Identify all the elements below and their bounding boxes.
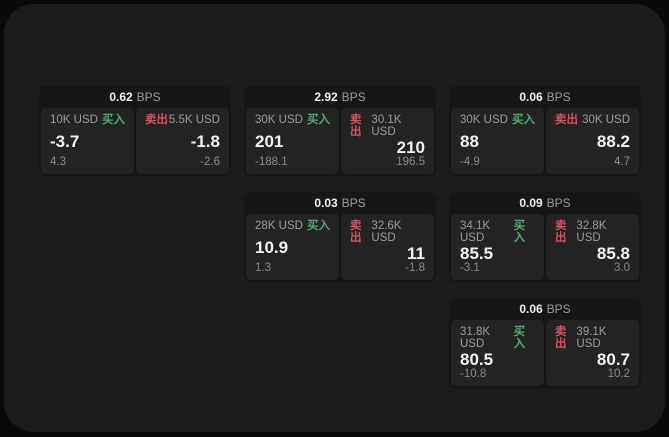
bps-suffix-label: BPS (136, 90, 161, 104)
buy-sub-value: -4.9 (460, 155, 480, 168)
quote-card: 0.03 BPS 28K USD 买入 10.9 1.3 卖出 32.6K US… (244, 192, 436, 282)
sell-pane[interactable]: 卖出 32.6K USD 11 -1.8 (341, 214, 434, 280)
sell-sub-value: -2.6 (200, 155, 220, 168)
sell-price: -1.8 (190, 132, 220, 151)
sell-price: 210 (396, 137, 425, 157)
buy-pane[interactable]: 28K USD 买入 10.9 1.3 (246, 214, 339, 280)
sell-price: 80.7 (596, 349, 630, 369)
quote-card: 0.06 BPS 30K USD 买入 88 -4.9 卖出 30K USD (449, 86, 641, 176)
card-body: 30K USD 买入 201 -188.1 卖出 30.1K USD 210 1… (246, 108, 434, 174)
bps-suffix-label: BPS (546, 196, 571, 210)
buy-pane[interactable]: 30K USD 买入 201 -188.1 (246, 108, 339, 174)
sell-pane[interactable]: 卖出 5.5K USD -1.8 -2.6 (136, 108, 229, 174)
quote-card: 2.92 BPS 30K USD 买入 201 -188.1 卖出 30.1K … (244, 86, 436, 176)
sell-price: 85.8 (596, 243, 630, 263)
sell-amount: 30K USD (582, 114, 630, 126)
card-body: 34.1K USD 买入 85.5 -3.1 卖出 32.8K USD 85.8… (451, 214, 639, 280)
bps-suffix-label: BPS (341, 90, 366, 104)
quote-cards-grid: 0.62 BPS 10K USD 买入 -3.7 4.3 卖出 5.5K USD (39, 86, 641, 388)
buy-price: -3.7 (50, 132, 80, 151)
sell-label[interactable]: 卖出 (350, 114, 362, 138)
buy-label[interactable]: 买入 (307, 114, 330, 126)
buy-sub-value: -188.1 (255, 155, 288, 168)
bps-suffix-label: BPS (546, 302, 571, 316)
sell-price: 88.2 (596, 132, 630, 151)
buy-sub-value: 1.3 (255, 261, 271, 274)
buy-amount: 28K USD (255, 220, 303, 232)
buy-pane[interactable]: 31.8K USD 买入 80.5 -10.8 (451, 320, 544, 386)
card-body: 31.8K USD 买入 80.5 -10.8 卖出 39.1K USD 80.… (451, 320, 639, 386)
sell-sub-value: 10.2 (607, 367, 630, 380)
buy-amount: 10K USD (50, 114, 98, 126)
buy-label[interactable]: 买入 (307, 220, 330, 232)
bps-suffix-label: BPS (341, 196, 366, 210)
sell-sub-value: 196.5 (396, 155, 425, 168)
quote-card: 0.09 BPS 34.1K USD 买入 85.5 -3.1 卖出 32.8K… (449, 192, 641, 282)
card-body: 28K USD 买入 10.9 1.3 卖出 32.6K USD 11 -1.8 (246, 214, 434, 280)
buy-label[interactable]: 买入 (513, 220, 526, 244)
card-header: 0.06 BPS (451, 298, 639, 320)
sell-label[interactable]: 卖出 (555, 114, 578, 126)
sell-pane[interactable]: 卖出 30K USD 88.2 4.7 (546, 108, 639, 174)
quote-card: 0.62 BPS 10K USD 买入 -3.7 4.3 卖出 5.5K USD (39, 86, 231, 176)
sell-price: 11 (407, 243, 425, 263)
buy-amount: 30K USD (460, 114, 508, 126)
buy-pane[interactable]: 30K USD 买入 88 -4.9 (451, 108, 544, 174)
bps-suffix-label: BPS (546, 90, 571, 104)
buy-pane[interactable]: 34.1K USD 买入 85.5 -3.1 (451, 214, 544, 280)
buy-price: 201 (255, 132, 284, 151)
card-header: 0.09 BPS (451, 192, 639, 214)
bps-value: 2.92 (314, 90, 338, 104)
sell-label[interactable]: 卖出 (350, 220, 362, 244)
sell-label[interactable]: 卖出 (555, 220, 567, 244)
sell-label[interactable]: 卖出 (145, 114, 168, 126)
bps-value: 0.06 (519, 302, 543, 316)
sell-amount: 32.6K USD (371, 220, 402, 244)
buy-price: 10.9 (255, 238, 289, 257)
buy-price: 88 (460, 132, 479, 151)
sell-amount: 32.8K USD (576, 220, 607, 244)
buy-pane[interactable]: 10K USD 买入 -3.7 4.3 (41, 108, 134, 174)
buy-amount: 30K USD (255, 114, 303, 126)
bps-value: 0.03 (314, 196, 338, 210)
buy-sub-value: -10.8 (460, 367, 487, 380)
card-body: 30K USD 买入 88 -4.9 卖出 30K USD 88.2 4.7 (451, 108, 639, 174)
buy-amount: 31.8K USD (460, 326, 491, 350)
buy-amount: 34.1K USD (460, 220, 491, 244)
card-header: 0.62 BPS (41, 86, 229, 108)
sell-pane[interactable]: 卖出 30.1K USD 210 196.5 (341, 108, 434, 174)
bps-value: 0.09 (519, 196, 543, 210)
card-header: 2.92 BPS (246, 86, 434, 108)
buy-label[interactable]: 买入 (512, 114, 535, 126)
buy-price: 80.5 (460, 349, 494, 369)
sell-pane[interactable]: 卖出 39.1K USD 80.7 10.2 (546, 320, 639, 386)
bps-value: 0.62 (109, 90, 133, 104)
buy-label[interactable]: 买入 (102, 114, 125, 126)
buy-label[interactable]: 买入 (513, 326, 526, 350)
sell-amount: 5.5K USD (168, 114, 220, 126)
main-panel: 0.62 BPS 10K USD 买入 -3.7 4.3 卖出 5.5K USD (4, 4, 665, 432)
quote-card: 0.06 BPS 31.8K USD 买入 80.5 -10.8 卖出 39.1… (449, 298, 641, 388)
bps-value: 0.06 (519, 90, 543, 104)
sell-amount: 30.1K USD (371, 114, 402, 138)
card-header: 0.06 BPS (451, 86, 639, 108)
sell-label[interactable]: 卖出 (555, 326, 567, 350)
sell-sub-value: -1.8 (405, 261, 425, 274)
sell-sub-value: 3.0 (614, 261, 630, 274)
sell-pane[interactable]: 卖出 32.8K USD 85.8 3.0 (546, 214, 639, 280)
sell-sub-value: 4.7 (614, 155, 630, 168)
card-body: 10K USD 买入 -3.7 4.3 卖出 5.5K USD -1.8 -2.… (41, 108, 229, 174)
card-header: 0.03 BPS (246, 192, 434, 214)
sell-amount: 39.1K USD (576, 326, 607, 350)
buy-sub-value: -3.1 (460, 261, 480, 274)
buy-price: 85.5 (460, 243, 494, 263)
buy-sub-value: 4.3 (50, 155, 66, 168)
